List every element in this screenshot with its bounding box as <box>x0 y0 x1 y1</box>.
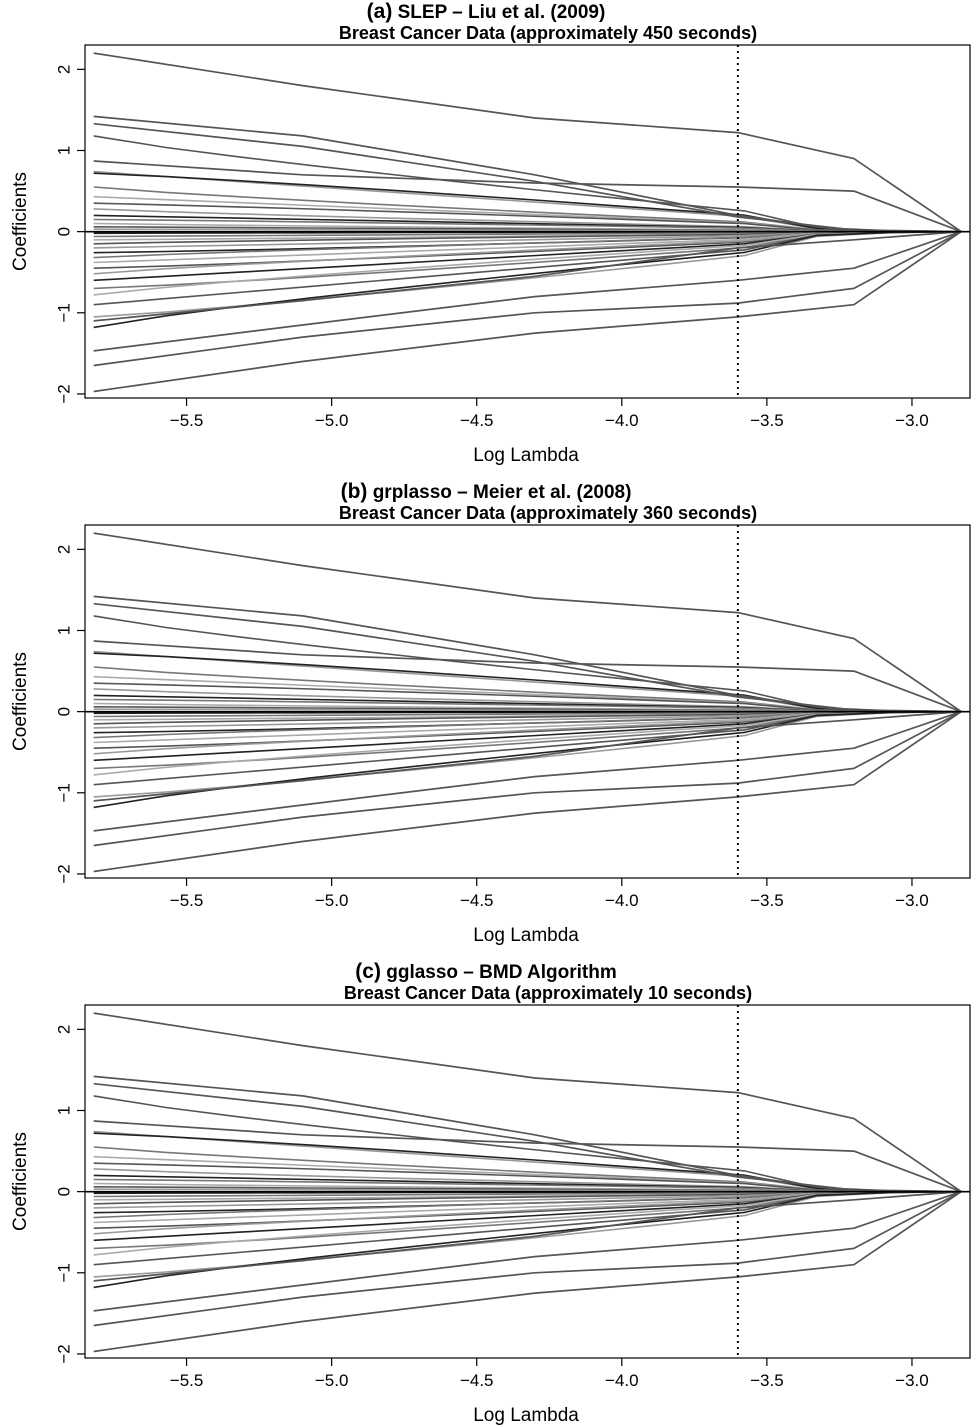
y-axis-label: Coefficients <box>10 1132 31 1231</box>
chart-title-main: grplasso – Meier et al. (2008) <box>373 482 632 503</box>
plot-frame <box>84 524 971 879</box>
x-tick-label: −5.0 <box>315 1371 349 1390</box>
y-tick-label: 0 <box>54 707 73 716</box>
x-tick-label: −3.0 <box>895 891 929 910</box>
coefficient-lines <box>93 52 962 393</box>
chart-title: (c) gglasso – BMD Algorithm <box>355 960 616 983</box>
chart-panel-1: (a) SLEP – Liu et al. (2009)Breast Cance… <box>10 0 971 466</box>
y-tick-label: 1 <box>54 626 73 635</box>
y-axis-label: Coefficients <box>10 652 31 751</box>
coefficient-path-outer <box>93 1012 962 1193</box>
coefficient-path-outer <box>93 52 962 233</box>
coefficient-path-outer <box>93 710 962 873</box>
coefficient-path-outer <box>93 160 962 233</box>
y-tick-label: 2 <box>54 545 73 554</box>
y-tick-label: −1 <box>54 303 73 322</box>
x-tick-label: −3.0 <box>895 411 929 430</box>
plot-frame <box>84 44 971 399</box>
coefficient-path-outer <box>93 710 962 802</box>
coefficient-path-outer <box>93 230 962 352</box>
chart-title: (b) grplasso – Meier et al. (2008) <box>341 480 632 503</box>
y-tick-label: −2 <box>54 864 73 883</box>
chart-title-main: SLEP – Liu et al. (2009) <box>398 2 606 23</box>
x-tick-label: −4.0 <box>605 411 639 430</box>
chart-title-prefix: (c) <box>355 960 381 983</box>
y-tick-label: −1 <box>54 783 73 802</box>
x-tick-label: −4.5 <box>460 891 494 910</box>
chart-title-prefix: (b) <box>341 480 368 503</box>
coefficient-path-outer <box>93 122 962 233</box>
coefficient-lines <box>93 532 962 873</box>
x-axis-label: Log Lambda <box>473 925 579 946</box>
x-tick-label: −3.5 <box>750 411 784 430</box>
coefficient-path-outer <box>93 640 962 713</box>
coefficient-path-outer <box>93 1190 962 1353</box>
y-axis-label: Coefficients <box>10 172 31 271</box>
x-tick-label: −3.5 <box>750 1371 784 1390</box>
chart-subtitle: Breast Cancer Data (approximately 10 sec… <box>344 983 752 1003</box>
chart-title-main: gglasso – BMD Algorithm <box>386 962 616 983</box>
x-tick-label: −5.5 <box>170 411 204 430</box>
x-tick-label: −5.0 <box>315 891 349 910</box>
coefficient-path-outer <box>93 710 962 847</box>
chart-title: (a) SLEP – Liu et al. (2009) <box>367 0 606 23</box>
x-tick-label: −4.0 <box>605 1371 639 1390</box>
y-tick-label: −2 <box>54 384 73 403</box>
coefficient-path <box>93 1132 962 1193</box>
coefficient-path-outer <box>93 1190 962 1282</box>
chart-subtitle: Breast Cancer Data (approximately 360 se… <box>339 503 757 523</box>
y-tick-label: −1 <box>54 1263 73 1282</box>
chart-subtitle: Breast Cancer Data (approximately 450 se… <box>339 23 757 43</box>
x-axis-label: Log Lambda <box>473 1405 579 1426</box>
y-tick-label: 2 <box>54 1025 73 1034</box>
coefficient-path-outer <box>93 230 962 367</box>
y-tick-label: −2 <box>54 1344 73 1363</box>
y-tick-label: 0 <box>54 227 73 236</box>
coefficient-lines <box>93 1012 962 1353</box>
chart-title-prefix: (a) <box>367 0 393 23</box>
y-tick-label: 0 <box>54 1187 73 1196</box>
coefficient-path-outer <box>93 532 962 713</box>
coefficient-path-outer <box>93 1082 962 1193</box>
coefficient-path <box>93 652 962 713</box>
coefficient-path <box>93 172 962 233</box>
x-tick-label: −5.5 <box>170 1371 204 1390</box>
y-tick-label: 1 <box>54 1106 73 1115</box>
coefficient-path-outer <box>93 1190 962 1327</box>
coefficient-path-outer <box>93 1120 962 1193</box>
x-tick-label: −4.0 <box>605 891 639 910</box>
x-tick-label: −5.5 <box>170 891 204 910</box>
y-tick-label: 2 <box>54 65 73 74</box>
x-tick-label: −4.5 <box>460 1371 494 1390</box>
chart-panel-2: (b) grplasso – Meier et al. (2008)Breast… <box>10 480 971 946</box>
y-tick-label: 1 <box>54 146 73 155</box>
plot-frame <box>84 1004 971 1359</box>
x-tick-label: −4.5 <box>460 411 494 430</box>
x-tick-label: −3.0 <box>895 1371 929 1390</box>
coefficient-path-outer <box>93 1190 962 1312</box>
x-tick-label: −5.0 <box>315 411 349 430</box>
coefficient-path-outer <box>93 230 962 322</box>
x-tick-label: −3.5 <box>750 891 784 910</box>
coefficient-path-outer <box>93 710 962 832</box>
coefficient-path-outer <box>93 230 962 393</box>
coefficient-path-outer <box>93 602 962 713</box>
x-axis-label: Log Lambda <box>473 445 579 466</box>
